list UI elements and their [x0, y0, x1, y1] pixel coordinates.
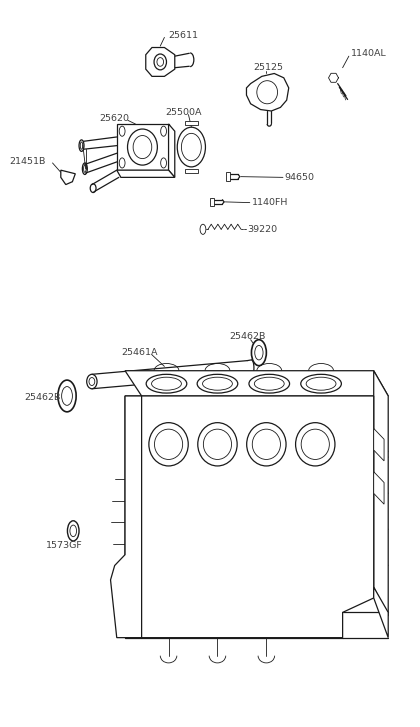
Polygon shape: [117, 124, 168, 170]
Polygon shape: [374, 472, 384, 505]
Polygon shape: [185, 169, 197, 173]
Text: 1573GF: 1573GF: [46, 541, 82, 550]
Text: 25611: 25611: [168, 31, 198, 40]
Text: 25461A: 25461A: [121, 348, 158, 357]
Ellipse shape: [177, 127, 205, 167]
Ellipse shape: [149, 422, 188, 466]
Polygon shape: [247, 73, 289, 111]
Polygon shape: [374, 587, 388, 638]
Text: 39220: 39220: [247, 225, 278, 234]
Polygon shape: [374, 428, 384, 461]
Polygon shape: [210, 198, 214, 206]
Polygon shape: [125, 371, 388, 396]
Text: 94650: 94650: [285, 173, 315, 182]
Circle shape: [68, 521, 79, 541]
Polygon shape: [61, 170, 75, 185]
Text: 25462B: 25462B: [24, 393, 60, 402]
Circle shape: [252, 340, 266, 366]
Ellipse shape: [87, 374, 97, 389]
Polygon shape: [125, 396, 374, 638]
Text: 25500A: 25500A: [165, 108, 201, 117]
Text: 25125: 25125: [253, 63, 283, 72]
Text: 1140FH: 1140FH: [252, 198, 288, 207]
Text: 25462B: 25462B: [229, 332, 265, 340]
Polygon shape: [374, 371, 388, 616]
Text: 1140AL: 1140AL: [351, 49, 387, 57]
Ellipse shape: [198, 422, 237, 466]
Ellipse shape: [296, 422, 335, 466]
Polygon shape: [110, 396, 142, 638]
Polygon shape: [185, 121, 197, 126]
Polygon shape: [226, 172, 230, 181]
Text: 25620: 25620: [100, 113, 130, 123]
Ellipse shape: [247, 422, 286, 466]
Polygon shape: [168, 124, 175, 177]
Text: 21451B: 21451B: [10, 157, 46, 166]
Circle shape: [58, 380, 76, 411]
Polygon shape: [146, 47, 175, 76]
Polygon shape: [117, 170, 175, 177]
